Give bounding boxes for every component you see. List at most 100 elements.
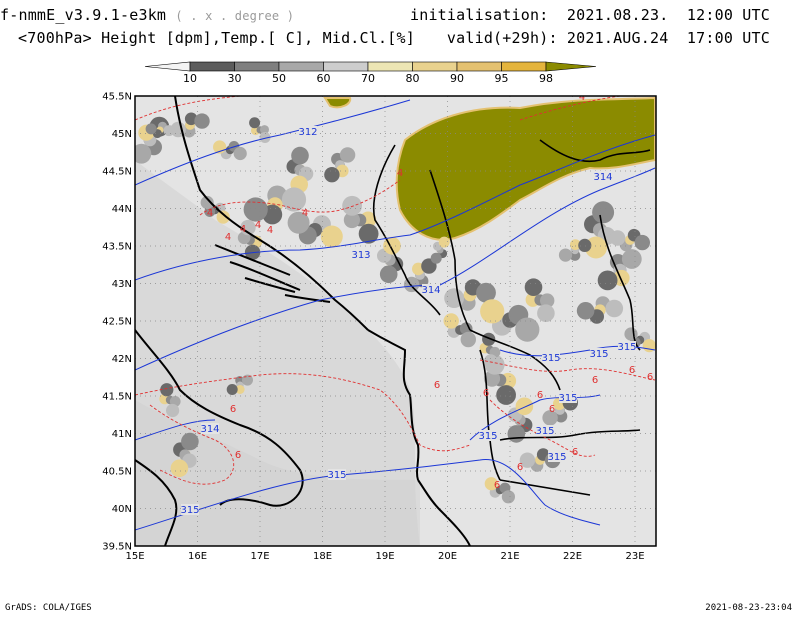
footer-timestamp: 2021-08-23-23:04: [705, 603, 792, 613]
colorbar-tick-label: 95: [495, 72, 509, 85]
cloud-blob: [507, 425, 526, 443]
cloud-blob: [483, 370, 501, 387]
cloud-blob: [194, 113, 210, 129]
temp-6-greece: [479, 359, 656, 381]
temp-label: 4: [240, 224, 246, 235]
coastlines: [135, 96, 471, 546]
label-bg: [542, 352, 560, 363]
temp-label: 4: [579, 92, 585, 103]
cloud-blob: [324, 167, 340, 183]
cloud-blob: [605, 299, 624, 318]
cloud-blob: [240, 219, 256, 236]
label-bg: [181, 504, 199, 515]
cloud-blob: [537, 304, 555, 323]
height-label: 315: [327, 470, 346, 481]
cloud-blob: [259, 132, 271, 143]
colorbar-tick-label: 50: [272, 72, 286, 85]
cloud-blob: [634, 234, 650, 251]
cloud-blob: [585, 236, 607, 259]
latitude-label: 45.5N: [102, 92, 132, 103]
variables-title: <700hPa> Height [dpm],Temp.[ C], Mid.Cl.…: [18, 29, 415, 47]
label-bg: [299, 126, 317, 137]
cloud-blob: [443, 313, 459, 329]
map-frame: [134, 95, 657, 547]
border-macedonia-greece: [499, 429, 641, 441]
height-label: 315: [541, 353, 560, 364]
height-label: 312: [298, 127, 317, 138]
temp-label: 6: [230, 404, 236, 415]
temp-label: 6: [537, 390, 543, 401]
contour-314b: [135, 419, 216, 441]
cloud-blob: [501, 490, 515, 504]
cloud-blob: [216, 210, 230, 224]
cloud-blob: [459, 322, 473, 336]
temp-4-north: [135, 96, 241, 121]
temp-6-italy: [149, 404, 235, 485]
borders: [372, 139, 651, 496]
colorbar: 10 30 50 60 70 80 90 95 98: [144, 61, 597, 85]
latitude-label: 42.5N: [102, 317, 132, 328]
map-gridlines: [135, 96, 656, 546]
temp-label: 6: [572, 447, 578, 458]
cloud-blob: [430, 252, 442, 264]
temp-label: 6: [549, 404, 555, 415]
border-serbia-romania: [539, 139, 651, 163]
cloud-blob: [460, 331, 476, 348]
cloud-blob: [540, 293, 555, 308]
longitude-label: 16E: [188, 551, 207, 560]
cloud-blob: [524, 278, 543, 297]
height-label: 314: [421, 285, 440, 296]
island-4: [244, 277, 296, 293]
latitude-label: 42N: [112, 354, 132, 365]
temp-6-inner: [489, 399, 596, 457]
latitude-label: 41N: [112, 429, 132, 440]
temp-6-south: [135, 373, 471, 452]
height-label: 315: [478, 431, 497, 442]
temp-label: 6: [517, 462, 523, 473]
cloud-blob: [576, 302, 595, 320]
colorbar-tick-label: 30: [228, 72, 242, 85]
border-greece-inner: [499, 479, 591, 496]
init-value: 2021.08.23. 12:00 UTC: [566, 6, 770, 24]
cloud-blob: [476, 282, 496, 303]
longitude-labels: 15E 16E 17E 18E 19E 20E 21E 22E 23E: [125, 551, 644, 560]
contour-312: [135, 99, 411, 186]
label-bg: [328, 469, 346, 480]
longitude-label: 18E: [313, 551, 332, 560]
cloud-blob: [170, 459, 189, 478]
island-3: [284, 294, 331, 303]
temp-label: 4: [207, 208, 213, 219]
longitude-label: 22E: [563, 551, 582, 560]
temp-label: 6: [434, 380, 440, 391]
temp-label: 6: [483, 388, 489, 399]
latitude-label: 44.5N: [102, 167, 132, 178]
height-label: 315: [589, 349, 608, 360]
cloud-blob: [181, 432, 199, 451]
latitude-label: 40N: [112, 504, 132, 515]
croatia-coast: [174, 96, 369, 331]
cloud-blob: [609, 230, 626, 246]
cloud-blob: [145, 123, 157, 135]
cloud-blob: [480, 299, 505, 324]
contour-315c: [469, 394, 601, 441]
border-serbia-bulgaria: [599, 214, 641, 351]
cloud-blob: [496, 385, 516, 405]
cloud-blob: [558, 248, 573, 262]
latitude-label: 41.5N: [102, 392, 132, 403]
height-label: 315: [180, 505, 199, 516]
italy-heel: [135, 459, 178, 546]
border-kosovo: [469, 329, 561, 391]
cloud-blob: [163, 125, 175, 137]
cloud-blob: [291, 146, 309, 165]
colorbar-tick-labels: 10 30 50 60 70 80 90 95 98: [183, 72, 553, 85]
height-label: 315: [535, 426, 554, 437]
init-label: initialisation:: [409, 6, 549, 24]
valid-value: 2021.AUG.24 17:00 UTC: [566, 29, 770, 47]
colorbar-tick-label: 10: [183, 72, 197, 85]
temp-4-croatia: [199, 179, 401, 216]
colorbar-swatch-high: [545, 61, 597, 72]
height-label: 314: [593, 172, 612, 183]
label-bg: [594, 171, 612, 182]
colorbar-tick-label: 80: [406, 72, 420, 85]
